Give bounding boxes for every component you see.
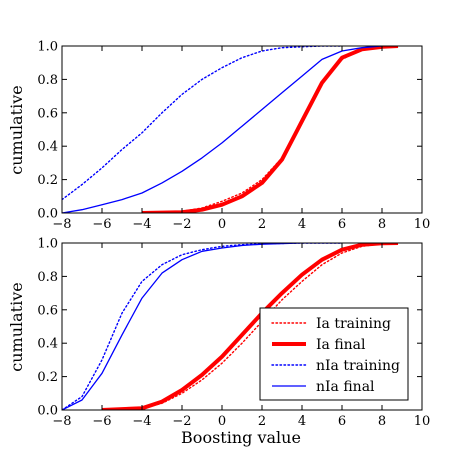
bottom-ylabel: cumulative	[7, 282, 26, 371]
x-tick-label: 8	[378, 414, 386, 429]
y-tick-label: 1.0	[37, 40, 58, 55]
y-tick-label: 0.6	[37, 106, 58, 121]
series-group	[62, 46, 399, 213]
series-line-nia-training	[62, 46, 343, 201]
x-tick-label: 0	[218, 217, 226, 232]
x-tick-label: 8	[378, 217, 386, 232]
y-tick-label: 0.0	[37, 404, 58, 419]
y-tick-label: 0.8	[37, 270, 58, 285]
bottom-xlabel: Boosting value	[181, 428, 301, 447]
x-tick-label: −6	[92, 217, 111, 232]
top-ylabel: cumulative	[7, 85, 26, 174]
legend-label-ia-final: Ia final	[316, 337, 366, 353]
x-tick-label: 0	[218, 414, 226, 429]
legend: Ia training Ia final nIa training nIa final	[259, 307, 409, 401]
top-panel: −8 −6 −4 −2 0 2 4 6 8 10 0.0 0.2 0.4 0.6 0.8 1.0	[37, 40, 430, 233]
y-tick-label: 0.2	[37, 370, 58, 385]
y-tick-label: 0.0	[37, 207, 58, 222]
y-tick-label: 1.0	[37, 237, 58, 252]
x-tick-label: 10	[414, 414, 431, 429]
plot-frame	[61, 242, 423, 411]
x-tick-label: −2	[172, 217, 191, 232]
y-tick-label: 0.6	[37, 303, 58, 318]
y-tick-label: 0.4	[37, 140, 58, 155]
plot-frame	[61, 45, 423, 214]
series-line-nia-final	[62, 46, 383, 213]
x-tick-label: 4	[298, 414, 306, 429]
bottom-panel: −8 −6 −4 −2 0 2 4 6 8 10 0.0 0.2 0.4 0.6 0.8 1.0 Ia trai…	[37, 237, 430, 430]
series-line-ia-final	[141, 46, 399, 213]
legend-label-nia-final: nIa final	[316, 379, 375, 395]
x-tick-label: −2	[172, 414, 191, 429]
x-tick-label: −4	[132, 217, 151, 232]
x-tick-label: −8	[52, 217, 71, 232]
x-tick-label: −6	[92, 414, 111, 429]
x-tick-label: 4	[298, 217, 306, 232]
x-tick-label: 2	[258, 414, 266, 429]
y-tick-label: 0.4	[37, 337, 58, 352]
y-tick-label: 0.8	[37, 73, 58, 88]
x-tick-label: 6	[338, 414, 346, 429]
legend-label-nia-training: nIa training	[316, 358, 400, 374]
y-tick-label: 0.2	[37, 173, 58, 188]
x-tick-label: −8	[52, 414, 71, 429]
x-tick-label: −4	[132, 414, 151, 429]
x-tick-label: 6	[338, 217, 346, 232]
legend-label-ia-training: Ia training	[316, 316, 391, 332]
x-tick-label: 2	[258, 217, 266, 232]
x-tick-label: 10	[414, 217, 431, 232]
